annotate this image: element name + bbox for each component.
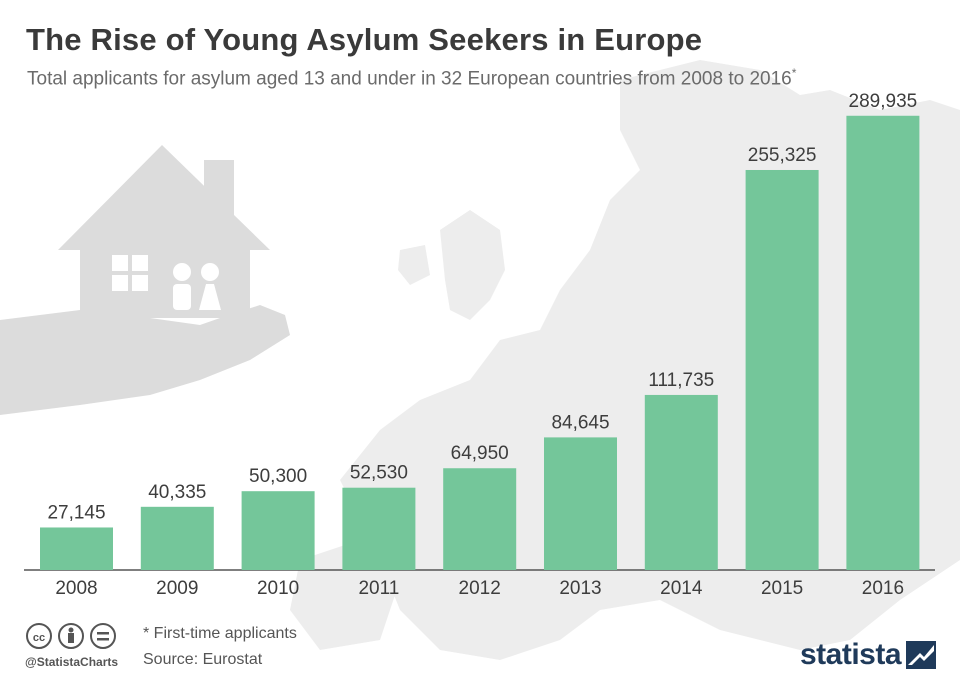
bar-2011 — [342, 487, 416, 570]
value-labels-group: 27,145 40,335 50,300 52,530 64,950 84,645 111,… — [47, 91, 917, 524]
x-tick-label-2008: 2008 — [55, 578, 97, 599]
x-tick-label-2015: 2015 — [761, 578, 803, 599]
value-label-2011: 52,530 — [350, 463, 408, 484]
bar-2016 — [846, 115, 920, 571]
bar-2013 — [544, 437, 617, 570]
value-label-2008: 27,145 — [47, 502, 105, 523]
attribution-icon — [58, 623, 84, 649]
value-label-2009: 40,335 — [148, 482, 206, 503]
value-label-2015: 255,325 — [748, 145, 817, 166]
value-label-2016: 289,935 — [849, 91, 918, 112]
statista-logo[interactable]: statista — [800, 636, 937, 674]
social-handle: @StatistaCharts — [25, 655, 119, 669]
page-subtitle: Total applicants for asylum aged 13 and … — [27, 66, 796, 90]
page-title: The Rise of Young Asylum Seekers in Euro… — [26, 22, 703, 57]
x-tick-label-2014: 2014 — [660, 578, 703, 599]
bar-2010 — [241, 491, 315, 570]
subtitle-footnote-marker: * — [791, 66, 797, 80]
house-window-icon — [112, 255, 148, 291]
bar-2012 — [443, 468, 517, 570]
x-tick-labels-group: 2008 2009 2010 2011 2012 2013 2014 2015 2016 — [55, 578, 904, 599]
value-label-2010: 50,300 — [249, 466, 307, 487]
license-icons: cc — [26, 623, 116, 649]
statista-wordmark: statista — [800, 638, 902, 671]
no-derivatives-icon — [90, 623, 116, 649]
value-label-2014: 111,735 — [648, 370, 714, 391]
value-label-2012: 64,950 — [451, 443, 509, 464]
x-tick-label-2013: 2013 — [559, 578, 601, 599]
bars-group — [40, 115, 920, 571]
x-tick-label-2010: 2010 — [257, 578, 299, 599]
children-figures-icon — [173, 263, 221, 310]
x-tick-label-2016: 2016 — [862, 578, 904, 599]
svg-text:cc: cc — [33, 632, 45, 644]
footnote: * First-time applicants — [143, 625, 297, 642]
x-tick-label-2009: 2009 — [156, 578, 198, 599]
bar-2015 — [745, 169, 819, 570]
statista-mark-icon — [906, 641, 937, 669]
source-note: Source: Eurostat — [143, 651, 263, 668]
subtitle-text: Total applicants for asylum aged 13 and … — [27, 68, 792, 90]
x-tick-label-2011: 2011 — [358, 578, 399, 599]
creative-commons-icon: cc — [26, 623, 52, 649]
x-tick-label-2012: 2012 — [459, 578, 501, 599]
bar-2008 — [40, 527, 113, 570]
bar-2014 — [644, 394, 718, 570]
bar-2009 — [140, 506, 214, 570]
value-label-2013: 84,645 — [551, 412, 609, 433]
